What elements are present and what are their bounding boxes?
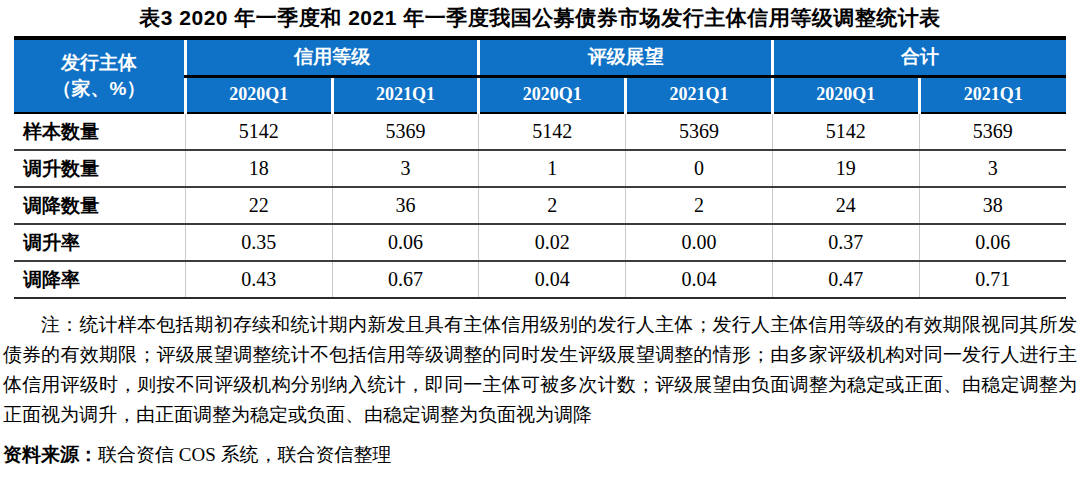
table-cell: 0.04 [626, 261, 773, 298]
table-cell: 0.47 [772, 261, 919, 298]
table-container: 发行主体 （家、%） 信用等级 评级展望 合计 2020Q1 2021Q1 20… [14, 36, 1066, 299]
row-label: 调降率 [14, 261, 185, 298]
document-page: 表3 2020 年一季度和 2021 年一季度我国公募债券市场发行主体信用等级调… [0, 0, 1080, 503]
table-cell: 0.37 [772, 224, 919, 261]
table-cell: 0.02 [479, 224, 626, 261]
table-cell: 0.00 [626, 224, 773, 261]
source-line: 资料来源：联合资信 COS 系统，联合资信整理 [3, 442, 1077, 468]
table-header: 发行主体 （家、%） 信用等级 评级展望 合计 2020Q1 2021Q1 20… [14, 38, 1066, 113]
table-cell: 24 [772, 187, 919, 224]
footnote-text: 注：统计样本包括期初存续和统计期内新发且具有主体信用级别的发行人主体；发行人主体… [3, 310, 1077, 430]
period-header: 2021Q1 [332, 76, 479, 113]
table-body: 样本数量 5142 5369 5142 5369 5142 5369 调升数量 … [14, 113, 1066, 298]
table-cell: 5369 [332, 113, 479, 150]
rating-adjustment-table: 发行主体 （家、%） 信用等级 评级展望 合计 2020Q1 2021Q1 20… [14, 36, 1066, 299]
table-cell: 3 [919, 150, 1066, 187]
row-label: 调升数量 [14, 150, 185, 187]
row-label: 调升率 [14, 224, 185, 261]
row-label: 样本数量 [14, 113, 185, 150]
row-label: 调降数量 [14, 187, 185, 224]
table-row-sample-count: 样本数量 5142 5369 5142 5369 5142 5369 [14, 113, 1066, 150]
period-header: 2020Q1 [185, 76, 332, 113]
corner-header-line1: 发行主体 [14, 50, 184, 76]
source-label: 资料来源： [3, 444, 98, 465]
period-header: 2020Q1 [479, 76, 626, 113]
table-cell: 5142 [185, 113, 332, 150]
table-cell: 5142 [772, 113, 919, 150]
table-cell: 1 [479, 150, 626, 187]
period-header: 2021Q1 [919, 76, 1066, 113]
table-cell: 5369 [626, 113, 773, 150]
table-row-downgrade-count: 调降数量 22 36 2 2 24 38 [14, 187, 1066, 224]
table-cell: 36 [332, 187, 479, 224]
table-title: 表3 2020 年一季度和 2021 年一季度我国公募债券市场发行主体信用等级调… [0, 5, 1080, 31]
corner-header: 发行主体 （家、%） [14, 38, 185, 113]
table-cell: 2 [626, 187, 773, 224]
table-row-downgrade-rate: 调降率 0.43 0.67 0.04 0.04 0.47 0.71 [14, 261, 1066, 298]
header-group-row: 发行主体 （家、%） 信用等级 评级展望 合计 [14, 38, 1066, 76]
table-cell: 0.71 [919, 261, 1066, 298]
table-cell: 0 [626, 150, 773, 187]
table-cell: 38 [919, 187, 1066, 224]
table-cell: 5369 [919, 113, 1066, 150]
table-cell: 19 [772, 150, 919, 187]
period-header: 2021Q1 [626, 76, 773, 113]
table-row-upgrade-count: 调升数量 18 3 1 0 19 3 [14, 150, 1066, 187]
group-header-total: 合计 [772, 38, 1066, 76]
table-cell: 22 [185, 187, 332, 224]
source-text: 联合资信 COS 系统，联合资信整理 [98, 444, 391, 465]
table-cell: 5142 [479, 113, 626, 150]
table-cell: 0.04 [479, 261, 626, 298]
group-header-credit-rating: 信用等级 [185, 38, 479, 76]
table-cell: 0.67 [332, 261, 479, 298]
table-cell: 0.06 [919, 224, 1066, 261]
table-cell: 2 [479, 187, 626, 224]
table-cell: 0.43 [185, 261, 332, 298]
table-cell: 3 [332, 150, 479, 187]
table-row-upgrade-rate: 调升率 0.35 0.06 0.02 0.00 0.37 0.06 [14, 224, 1066, 261]
table-cell: 0.06 [332, 224, 479, 261]
period-header: 2020Q1 [772, 76, 919, 113]
table-cell: 18 [185, 150, 332, 187]
group-header-rating-outlook: 评级展望 [479, 38, 773, 76]
table-cell: 0.35 [185, 224, 332, 261]
corner-header-line2: （家、%） [14, 76, 184, 102]
